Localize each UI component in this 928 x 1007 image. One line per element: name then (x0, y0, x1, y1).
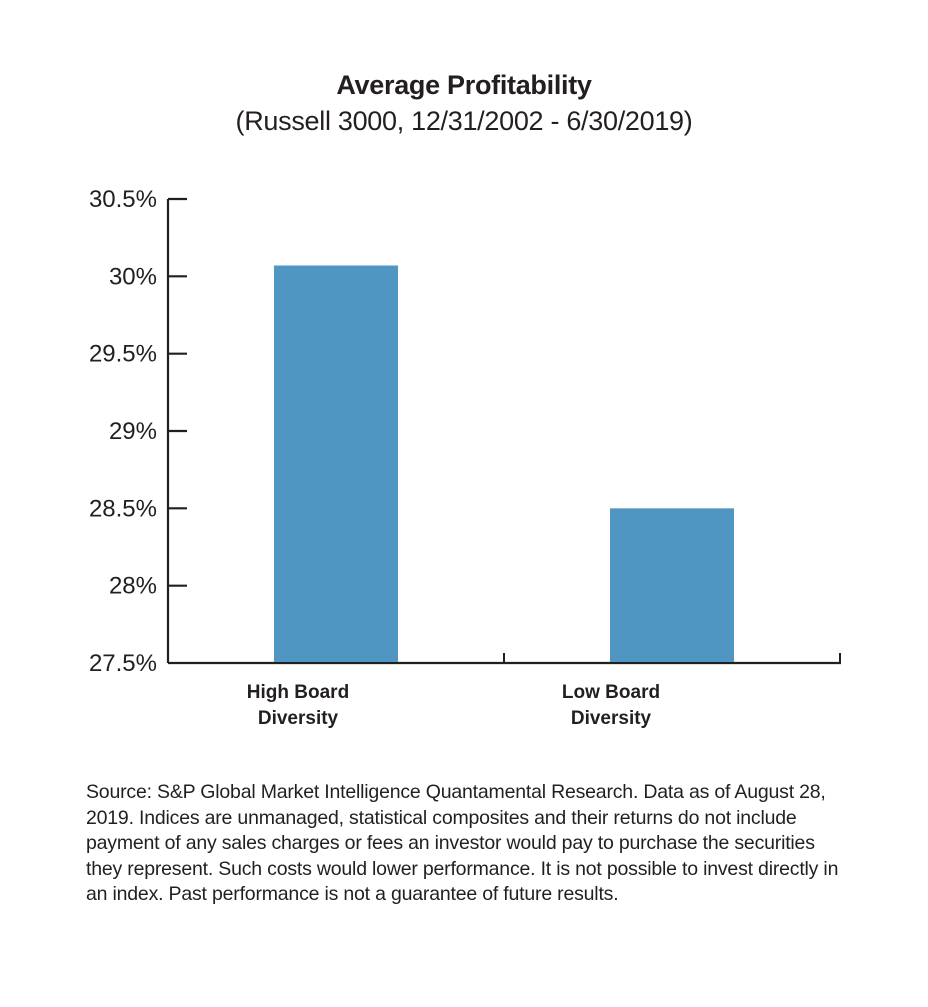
chart-subtitle: (Russell 3000, 12/31/2002 - 6/30/2019) (235, 106, 693, 136)
source-footnote: Source: S&P Global Market Intelligence Q… (86, 781, 839, 905)
y-tick-label: 29% (109, 418, 157, 445)
chart-title: Average Profitability (336, 70, 592, 100)
y-axis: 27.5% 28% 28.5% 29% 29.5% 30% 30.5% (89, 186, 187, 677)
category-labels: High Board Diversity Low Board Diversity (247, 682, 660, 729)
y-tick-label: 28.5% (89, 495, 157, 522)
y-tick-label: 28% (109, 573, 157, 600)
bar-chart: 27.5% 28% 28.5% 29% 29.5% 30% 30.5% High Board… (89, 186, 841, 729)
bar (610, 508, 734, 662)
bars (274, 265, 734, 662)
y-tick-label: 27.5% (89, 650, 157, 677)
category-label: Diversity (258, 708, 339, 729)
y-tick-label: 29.5% (89, 341, 157, 368)
y-tick-label: 30.5% (89, 186, 157, 213)
x-axis (168, 653, 841, 665)
category-label: Low Board (562, 682, 660, 703)
category-label: Diversity (571, 708, 652, 729)
y-tick-label: 30% (109, 263, 157, 290)
bar (274, 265, 398, 662)
category-label: High Board (247, 682, 349, 703)
